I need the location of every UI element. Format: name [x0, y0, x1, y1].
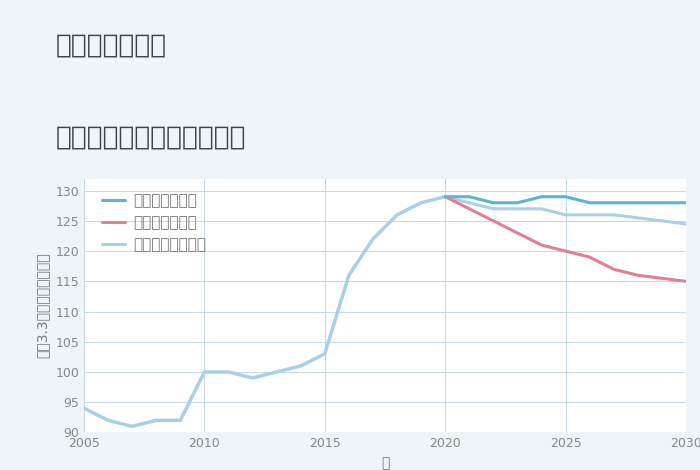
バッドシナリオ	[585, 254, 594, 260]
バッドシナリオ	[465, 206, 473, 212]
バッドシナリオ	[610, 266, 618, 272]
バッドシナリオ	[489, 218, 498, 224]
バッドシナリオ	[634, 273, 642, 278]
ノーマルシナリオ	[441, 194, 449, 200]
バッドシナリオ	[561, 248, 570, 254]
ノーマルシナリオ	[682, 221, 690, 227]
グッドシナリオ	[561, 194, 570, 200]
グッドシナリオ	[513, 200, 522, 205]
バッドシナリオ	[513, 230, 522, 236]
グッドシナリオ	[682, 200, 690, 205]
ノーマルシナリオ	[634, 215, 642, 221]
Line: グッドシナリオ: グッドシナリオ	[445, 197, 686, 203]
Text: 中古マンションの価格推移: 中古マンションの価格推移	[56, 125, 246, 151]
Y-axis label: 坪（3.3㎡）単価（万円）: 坪（3.3㎡）単価（万円）	[36, 253, 50, 358]
グッドシナリオ	[538, 194, 546, 200]
グッドシナリオ	[610, 200, 618, 205]
ノーマルシナリオ	[489, 206, 498, 212]
Line: ノーマルシナリオ: ノーマルシナリオ	[445, 197, 686, 224]
グッドシナリオ	[489, 200, 498, 205]
ノーマルシナリオ	[561, 212, 570, 218]
グッドシナリオ	[658, 200, 666, 205]
ノーマルシナリオ	[513, 206, 522, 212]
Line: バッドシナリオ: バッドシナリオ	[445, 197, 686, 282]
ノーマルシナリオ	[610, 212, 618, 218]
グッドシナリオ	[441, 194, 449, 200]
バッドシナリオ	[682, 279, 690, 284]
ノーマルシナリオ	[658, 218, 666, 224]
バッドシナリオ	[441, 194, 449, 200]
ノーマルシナリオ	[538, 206, 546, 212]
ノーマルシナリオ	[465, 200, 473, 205]
Legend: グッドシナリオ, バッドシナリオ, ノーマルシナリオ: グッドシナリオ, バッドシナリオ, ノーマルシナリオ	[98, 189, 211, 257]
Text: 兵庫県御着駅の: 兵庫県御着駅の	[56, 32, 167, 58]
X-axis label: 年: 年	[381, 456, 389, 470]
ノーマルシナリオ	[585, 212, 594, 218]
バッドシナリオ	[658, 275, 666, 281]
グッドシナリオ	[585, 200, 594, 205]
バッドシナリオ	[538, 242, 546, 248]
グッドシナリオ	[634, 200, 642, 205]
グッドシナリオ	[465, 194, 473, 200]
